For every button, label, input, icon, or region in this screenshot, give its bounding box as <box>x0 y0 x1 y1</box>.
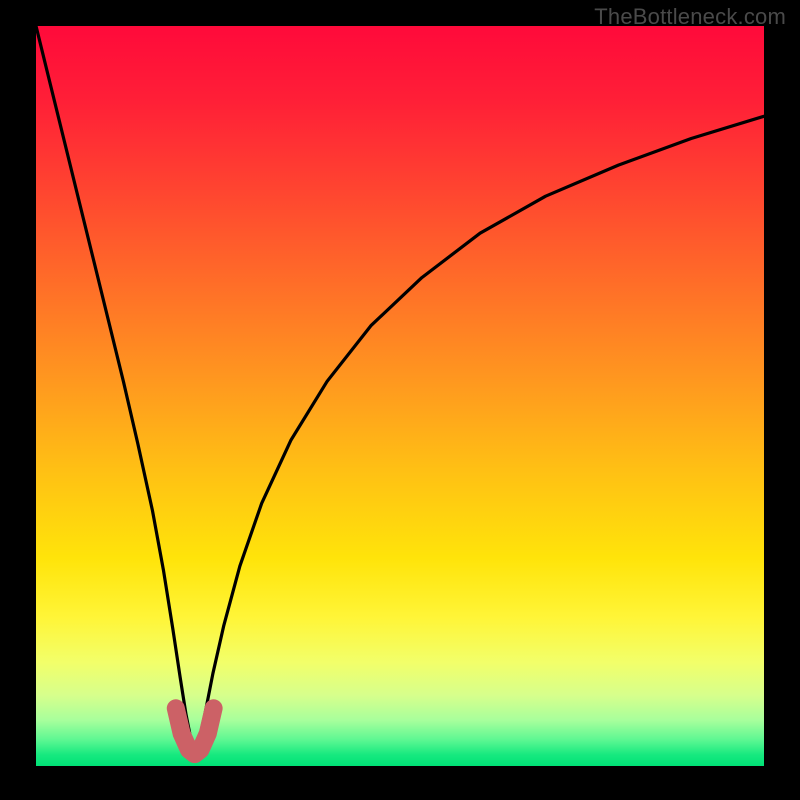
watermark-text: TheBottleneck.com <box>594 4 786 30</box>
plot-background <box>36 26 764 766</box>
bottleneck-chart <box>0 0 800 800</box>
